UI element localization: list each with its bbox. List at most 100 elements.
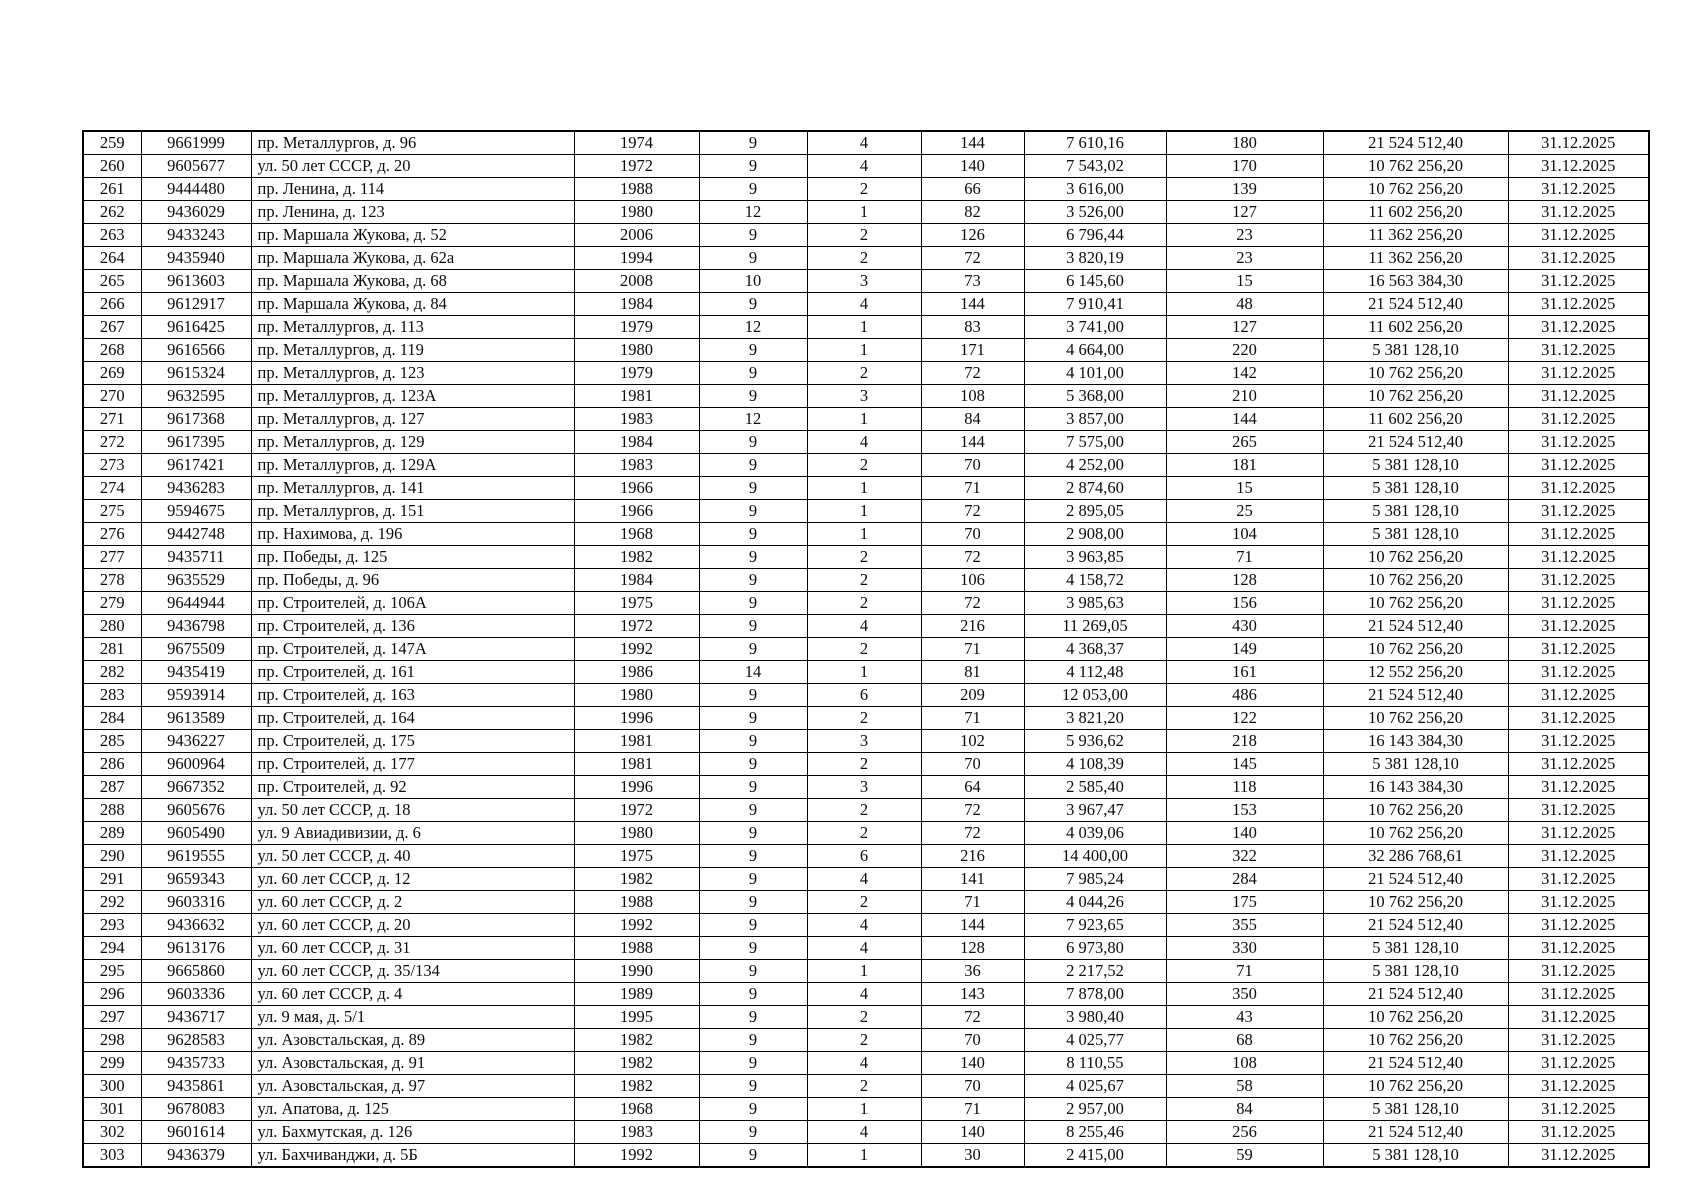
table-cell-apartments: 72 xyxy=(920,361,1025,385)
table-cell-year-built: 1981 xyxy=(573,384,700,408)
table-cell-registry-id: 9593914 xyxy=(140,683,252,707)
table-cell-apartments: 144 xyxy=(920,292,1025,316)
table-cell-registry-id: 9665860 xyxy=(140,959,252,983)
table-cell-entrances: 2 xyxy=(806,361,922,385)
table-cell-address: пр. Маршала Жукова, д. 84 xyxy=(250,292,575,316)
table-cell-row-number: 303 xyxy=(82,1143,142,1168)
table-cell-cost: 10 762 256,20 xyxy=(1322,568,1509,592)
table-cell-area: 4 039,06 xyxy=(1023,821,1167,845)
table-cell-area: 3 820,19 xyxy=(1023,246,1167,270)
table-cell-row-number: 285 xyxy=(82,729,142,753)
table-cell-entrances: 2 xyxy=(806,177,922,201)
table-cell-year-built: 1988 xyxy=(573,890,700,914)
table-cell-registry-id: 9615324 xyxy=(140,361,252,385)
building-registry-table: 259 9661999 пр. Металлургов, д. 96 1974 9 4 14… xyxy=(82,130,1650,1168)
table-cell-row-number: 300 xyxy=(82,1074,142,1098)
table-cell-address: ул. 60 лет СССР, д. 2 xyxy=(250,890,575,914)
table-cell-cost: 10 762 256,20 xyxy=(1322,545,1509,569)
table-cell-entrances: 1 xyxy=(806,499,922,523)
table-cell-area: 4 664,00 xyxy=(1023,338,1167,362)
table-cell-row-number: 264 xyxy=(82,246,142,270)
table-row: 292 9603316 ул. 60 лет СССР, д. 2 1988 9 2 71 4… xyxy=(82,890,1650,914)
table-cell-date: 31.12.2025 xyxy=(1507,913,1650,937)
table-cell-floors: 9 xyxy=(698,982,808,1006)
table-cell-row-number: 292 xyxy=(82,890,142,914)
table-cell-year-built: 1972 xyxy=(573,154,700,178)
table-cell-address: пр. Победы, д. 125 xyxy=(250,545,575,569)
table-row: 280 9436798 пр. Строителей, д. 136 1972 9 4 21… xyxy=(82,614,1650,638)
table-cell-entrances: 1 xyxy=(806,1143,922,1168)
table-cell-residents: 180 xyxy=(1165,130,1324,155)
table-row: 301 9678083 ул. Апатова, д. 125 1968 9 1 71 2 9… xyxy=(82,1097,1650,1121)
table-cell-registry-id: 9603336 xyxy=(140,982,252,1006)
table-cell-residents: 23 xyxy=(1165,246,1324,270)
table-cell-cost: 10 762 256,20 xyxy=(1322,384,1509,408)
table-cell-registry-id: 9436379 xyxy=(140,1143,252,1168)
table-cell-address: ул. 60 лет СССР, д. 31 xyxy=(250,936,575,960)
table-cell-row-number: 267 xyxy=(82,315,142,339)
table-cell-year-built: 1979 xyxy=(573,361,700,385)
table-row: 296 9603336 ул. 60 лет СССР, д. 4 1989 9 4 143… xyxy=(82,982,1650,1006)
table-cell-row-number: 280 xyxy=(82,614,142,638)
table-cell-residents: 175 xyxy=(1165,890,1324,914)
table-cell-apartments: 81 xyxy=(920,660,1025,684)
table-cell-floors: 9 xyxy=(698,384,808,408)
table-cell-year-built: 1975 xyxy=(573,591,700,615)
table-cell-address: пр. Металлургов, д. 119 xyxy=(250,338,575,362)
table-cell-entrances: 4 xyxy=(806,154,922,178)
table-cell-apartments: 36 xyxy=(920,959,1025,983)
table-cell-apartments: 71 xyxy=(920,637,1025,661)
table-cell-cost: 11 602 256,20 xyxy=(1322,315,1509,339)
table-cell-year-built: 1974 xyxy=(573,130,700,155)
table-cell-address: ул. Азовстальская, д. 91 xyxy=(250,1051,575,1075)
table-cell-registry-id: 9617421 xyxy=(140,453,252,477)
table-cell-apartments: 70 xyxy=(920,1028,1025,1052)
table-cell-apartments: 30 xyxy=(920,1143,1025,1168)
table-cell-cost: 10 762 256,20 xyxy=(1322,637,1509,661)
table-cell-cost: 10 762 256,20 xyxy=(1322,177,1509,201)
table-cell-address: пр. Строителей, д. 177 xyxy=(250,752,575,776)
table-cell-registry-id: 9605676 xyxy=(140,798,252,822)
table-cell-row-number: 277 xyxy=(82,545,142,569)
table-cell-residents: 43 xyxy=(1165,1005,1324,1029)
table-cell-residents: 144 xyxy=(1165,407,1324,431)
table-cell-year-built: 1986 xyxy=(573,660,700,684)
table-cell-row-number: 268 xyxy=(82,338,142,362)
table-cell-address: ул. 60 лет СССР, д. 35/134 xyxy=(250,959,575,983)
table-cell-row-number: 281 xyxy=(82,637,142,661)
table-cell-year-built: 1968 xyxy=(573,522,700,546)
table-cell-area: 6 973,80 xyxy=(1023,936,1167,960)
table-cell-residents: 153 xyxy=(1165,798,1324,822)
table-cell-floors: 9 xyxy=(698,683,808,707)
table-cell-floors: 9 xyxy=(698,614,808,638)
table-row: 286 9600964 пр. Строителей, д. 177 1981 9 2 70… xyxy=(82,752,1650,776)
table-cell-cost: 21 524 512,40 xyxy=(1322,982,1509,1006)
table-row: 266 9612917 пр. Маршала Жукова, д. 84 1984 9… xyxy=(82,292,1650,316)
table-cell-area: 8 110,55 xyxy=(1023,1051,1167,1075)
table-cell-registry-id: 9436717 xyxy=(140,1005,252,1029)
table-cell-year-built: 1980 xyxy=(573,200,700,224)
table-cell-floors: 9 xyxy=(698,591,808,615)
table-cell-date: 31.12.2025 xyxy=(1507,1005,1650,1029)
table-cell-year-built: 1992 xyxy=(573,1143,700,1168)
table-cell-area: 3 963,85 xyxy=(1023,545,1167,569)
table-cell-floors: 9 xyxy=(698,246,808,270)
table-cell-year-built: 1992 xyxy=(573,637,700,661)
table-cell-date: 31.12.2025 xyxy=(1507,660,1650,684)
table-cell-apartments: 144 xyxy=(920,913,1025,937)
table-cell-area: 3 857,00 xyxy=(1023,407,1167,431)
table-cell-date: 31.12.2025 xyxy=(1507,246,1650,270)
table-row: 303 9436379 ул. Бахчиванджи, д. 5Б 1992 9 1 30… xyxy=(82,1143,1650,1168)
table-cell-address: пр. Металлургов, д. 129 xyxy=(250,430,575,454)
table-cell-entrances: 4 xyxy=(806,913,922,937)
table-cell-date: 31.12.2025 xyxy=(1507,752,1650,776)
table-cell-registry-id: 9617368 xyxy=(140,407,252,431)
table-row: 295 9665860 ул. 60 лет СССР, д. 35/134 1990… xyxy=(82,959,1650,983)
table-cell-year-built: 1981 xyxy=(573,752,700,776)
table-cell-floors: 9 xyxy=(698,338,808,362)
table-cell-floors: 9 xyxy=(698,1051,808,1075)
table-cell-entrances: 1 xyxy=(806,522,922,546)
table-cell-registry-id: 9605677 xyxy=(140,154,252,178)
table-cell-row-number: 272 xyxy=(82,430,142,454)
table-cell-address: пр. Металлургов, д. 127 xyxy=(250,407,575,431)
